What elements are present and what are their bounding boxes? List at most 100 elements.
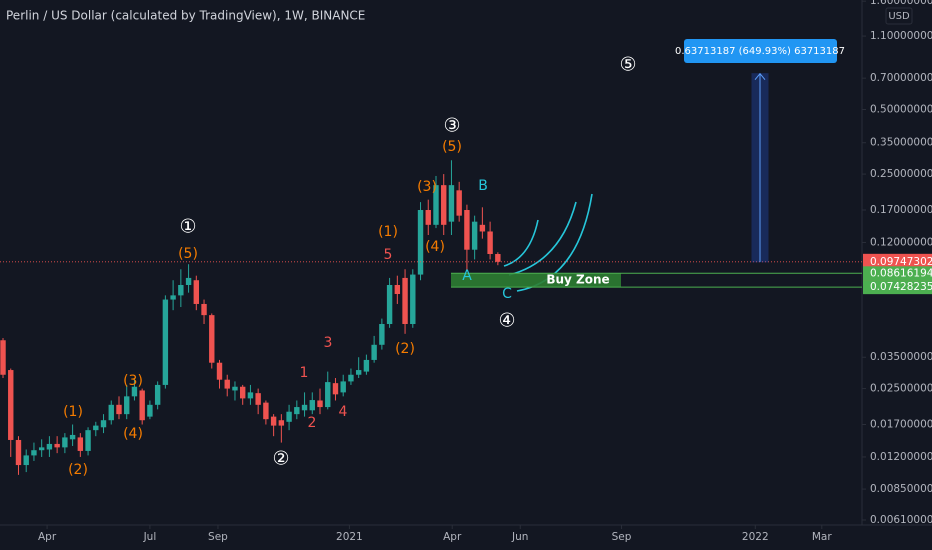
candle-body bbox=[31, 450, 37, 456]
candle-body bbox=[355, 370, 362, 375]
y-tick-label: 0.35000000 bbox=[870, 137, 932, 149]
wave-label: ④ bbox=[498, 310, 515, 332]
candle-body bbox=[139, 390, 145, 421]
measure-label-box bbox=[684, 39, 837, 63]
candle-body bbox=[363, 359, 370, 372]
candle-body bbox=[154, 384, 161, 405]
candle-body bbox=[185, 277, 192, 286]
candle-body bbox=[278, 420, 285, 426]
wave-label: (2) bbox=[395, 341, 415, 357]
y-tick-label: 0.01200000 bbox=[870, 451, 932, 463]
candle-body bbox=[263, 402, 269, 420]
candle-body bbox=[247, 392, 254, 399]
candle-body bbox=[340, 381, 346, 393]
x-tick-label: 2021 bbox=[336, 531, 363, 543]
zone-price-label: 0.08616194 bbox=[870, 267, 932, 279]
y-tick-label: 0.17000000 bbox=[870, 204, 932, 216]
candle-body bbox=[193, 280, 200, 304]
candle-body bbox=[38, 447, 45, 451]
wave-label: A bbox=[462, 268, 472, 284]
x-tick-label: 2022 bbox=[742, 531, 769, 543]
candle-body bbox=[93, 425, 99, 431]
candle-body bbox=[100, 420, 107, 428]
candle-body bbox=[8, 370, 14, 440]
x-tick-label: Sep bbox=[612, 531, 632, 543]
wave-label: 2 bbox=[308, 415, 317, 431]
x-tick-label: Mar bbox=[812, 531, 832, 543]
zone-price-box bbox=[863, 266, 932, 281]
candle-body bbox=[433, 185, 439, 225]
candle-body bbox=[394, 285, 401, 295]
wave-label: B bbox=[478, 178, 488, 194]
candle-body bbox=[371, 344, 377, 360]
candle-body bbox=[456, 190, 462, 216]
measure-arrowhead bbox=[754, 72, 766, 80]
candle-body bbox=[216, 362, 223, 380]
candle-body bbox=[170, 295, 176, 300]
candle-body bbox=[54, 443, 60, 448]
y-tick-label: 1.10000000 bbox=[870, 30, 932, 42]
wave-label: (5) bbox=[178, 246, 198, 262]
candle-body bbox=[23, 455, 29, 466]
y-tick-label: 0.00610000 bbox=[870, 514, 932, 526]
wave-label: ③ bbox=[443, 115, 460, 137]
wave-label: (4) bbox=[425, 239, 445, 255]
measure-label: 0.63713187 (649.93%) 63713187 bbox=[675, 46, 845, 57]
candle-body bbox=[147, 404, 153, 417]
candle-body bbox=[332, 383, 339, 395]
candle-body bbox=[325, 382, 331, 408]
x-tick-label: Jun bbox=[511, 531, 528, 543]
currency-box bbox=[885, 7, 913, 25]
y-tick-label: 0.50000000 bbox=[870, 104, 932, 116]
candle-body bbox=[471, 221, 478, 250]
candle-body bbox=[46, 443, 53, 450]
wave-label: (3) bbox=[417, 179, 437, 195]
candle-body bbox=[15, 439, 22, 466]
candle-body bbox=[379, 324, 385, 345]
candle-body bbox=[232, 386, 238, 391]
y-tick-label: 0.02500000 bbox=[870, 383, 932, 395]
wave-label: 4 bbox=[339, 404, 348, 420]
candle-body bbox=[417, 210, 424, 275]
candle-body bbox=[124, 396, 130, 415]
candle-body bbox=[294, 407, 300, 415]
arc bbox=[508, 201, 577, 276]
candle-body bbox=[178, 285, 184, 296]
candle-body bbox=[0, 340, 6, 375]
candle-body bbox=[410, 274, 416, 325]
candle-body bbox=[495, 254, 501, 262]
y-tick-label: 0.70000000 bbox=[870, 72, 932, 84]
wave-label: (5) bbox=[442, 139, 462, 155]
candle-body bbox=[201, 303, 207, 316]
buy-zone-label: Buy Zone bbox=[546, 273, 609, 287]
candle-body bbox=[487, 231, 493, 255]
wave-label: 3 bbox=[324, 335, 333, 351]
wave-label: ⑤ bbox=[619, 54, 636, 76]
x-tick-label: Sep bbox=[208, 531, 228, 543]
candle-body bbox=[85, 430, 91, 451]
candle-body bbox=[108, 404, 114, 421]
arc bbox=[503, 219, 539, 267]
candle-body bbox=[479, 224, 486, 232]
y-tick-label: 0.12000000 bbox=[870, 236, 932, 248]
candle-body bbox=[425, 210, 431, 225]
candle-body bbox=[402, 277, 408, 325]
candle-body bbox=[255, 393, 261, 405]
y-tick-label: 0.01700000 bbox=[870, 419, 932, 431]
wave-label: ② bbox=[272, 448, 289, 470]
wave-label: (4) bbox=[123, 426, 143, 442]
candle-body bbox=[309, 400, 315, 411]
candle-body bbox=[224, 379, 230, 389]
candle-body bbox=[131, 386, 138, 397]
y-tick-label: 0.03500000 bbox=[870, 351, 932, 363]
x-tick-label: Apr bbox=[38, 531, 57, 543]
chart-title: Perlin / US Dollar (calculated by Tradin… bbox=[6, 9, 365, 23]
candle-body bbox=[62, 437, 68, 448]
zone-price-label: 0.07428235 bbox=[870, 281, 932, 293]
candle-body bbox=[301, 404, 308, 411]
wave-label: (2) bbox=[68, 462, 88, 478]
candle-body bbox=[317, 400, 323, 408]
buy-zone bbox=[451, 273, 621, 288]
wave-label: (3) bbox=[123, 373, 143, 389]
